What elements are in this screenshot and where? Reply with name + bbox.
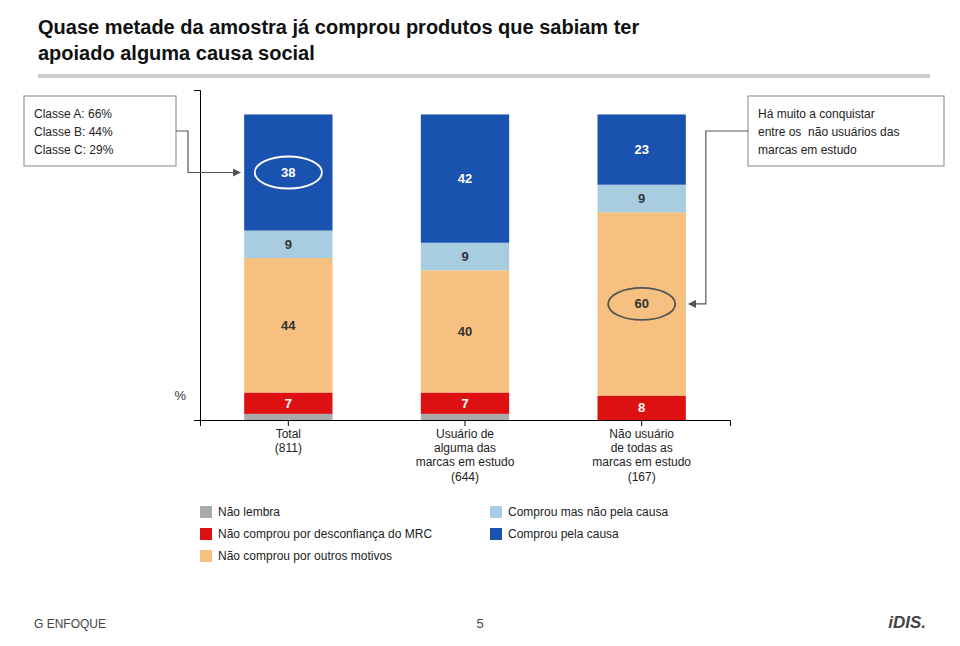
x-tick-label-line: (644): [451, 470, 479, 484]
legend-label: Não lembra: [218, 505, 280, 519]
legend-swatch: [200, 506, 212, 518]
data-label: 38: [281, 165, 295, 180]
callout-box: Há muito a conquistar entre os não usuári…: [758, 107, 899, 157]
bar-segment: [421, 414, 509, 420]
x-tick-mark: [465, 420, 466, 426]
legend-label: Comprou pela causa: [508, 527, 619, 541]
x-tick-mark: [641, 420, 642, 426]
x-tick-label: Não usuáriode todas asmarcas em estudo(1…: [592, 427, 691, 484]
x-tick-label-line: de todas as: [611, 441, 673, 455]
data-label: 8: [638, 400, 645, 415]
bar-segment: [598, 114, 686, 184]
x-tick-label-line: Total: [276, 427, 301, 441]
page-number: 5: [476, 616, 483, 631]
callout-box-line: Classe B: 44%: [34, 125, 113, 139]
x-axis-line: [201, 421, 731, 427]
x-tick: Total(811): [275, 420, 302, 455]
footer-logo: G ENFOQUE: [34, 617, 106, 631]
legend-swatch: [490, 506, 502, 518]
data-label: 9: [461, 249, 468, 264]
legend-swatch: [200, 550, 212, 562]
legend-label: Comprou mas não pela causa: [508, 505, 668, 519]
y-axis-line: [194, 91, 201, 421]
bar-segment: [244, 231, 332, 258]
x-tick: Usuário dealguma dasmarcas em estudo(644…: [416, 420, 515, 484]
data-label: 7: [461, 396, 468, 411]
separator: [38, 74, 930, 78]
y-axis: [194, 91, 201, 421]
x-tick-label-line: (167): [628, 470, 656, 484]
data-label: 40: [458, 324, 472, 339]
bar-segment: [598, 185, 686, 213]
callout-box-line: entre os não usuários das: [758, 125, 899, 139]
bar-segment: [598, 212, 686, 395]
x-tick-mark: [288, 420, 289, 426]
bar-segment: [244, 258, 332, 392]
data-label: 23: [634, 142, 648, 157]
x-tick-label-line: Não usuário: [609, 427, 674, 441]
bar-segment: [421, 114, 509, 242]
plot-area: [244, 114, 686, 420]
annotations: Classe A: 66% Classe B: 44% Classe C: 29% H…: [24, 96, 944, 320]
data-label: 60: [634, 296, 648, 311]
legend-label: Não comprou por outros motivos: [218, 549, 392, 563]
callout-box: Classe A: 66% Classe B: 44% Classe C: 29%: [34, 107, 114, 157]
x-tick-label-line: marcas em estudo: [592, 455, 691, 469]
title: Quase metade da amostra já comprou produ…: [38, 16, 639, 64]
highlight-ring: [255, 157, 322, 189]
bar-segment: [244, 114, 332, 230]
data-label: 9: [638, 191, 645, 206]
data-label: 7: [285, 396, 292, 411]
legend-swatch: [490, 528, 502, 540]
callout-box-frame: [748, 96, 944, 166]
callout-box-frame: [24, 96, 176, 166]
callout-box-line: marcas em estudo: [758, 143, 857, 157]
y-axis-label: %: [174, 388, 186, 403]
bar-segment: [421, 270, 509, 392]
callout-arrow: [176, 131, 240, 173]
legend-swatch: [200, 528, 212, 540]
x-tick-label-line: alguma das: [434, 441, 496, 455]
x-tick-label-line: Usuário de: [436, 427, 494, 441]
x-tick-label: Usuário dealguma dasmarcas em estudo(644…: [416, 427, 515, 484]
bar-segment: [244, 393, 332, 414]
title-line: Quase metade da amostra já comprou produ…: [38, 16, 639, 38]
data-label: 42: [458, 171, 472, 186]
title-line: apoiado alguma causa social: [38, 42, 315, 64]
x-tick-label: Total(811): [275, 427, 302, 455]
highlight-ring: [608, 288, 675, 320]
callout-box-line: Classe C: 29%: [34, 143, 114, 157]
chart: Quase metade da amostra já comprou produ…: [0, 0, 960, 646]
callout-arrow: [689, 131, 748, 304]
footer-logo: iDIS.: [888, 613, 926, 632]
data-label: 44: [281, 318, 296, 333]
x-tick-label-line: marcas em estudo: [416, 455, 515, 469]
legend-label: Não comprou por desconfiança do MRC: [218, 527, 432, 541]
data-labels: 7 7 8 44 40 60 9 9 9 38 42 23: [281, 142, 649, 415]
bar-segment: [421, 243, 509, 271]
callout-box-line: Classe A: 66%: [34, 107, 112, 121]
bar-segment: [598, 396, 686, 420]
callout-box-line: Há muito a conquistar: [758, 107, 875, 121]
x-axis: Total(811)Usuário dealguma dasmarcas em …: [201, 420, 731, 484]
data-label: 9: [285, 237, 292, 252]
x-tick: Não usuáriode todas asmarcas em estudo(1…: [592, 420, 691, 484]
legend: Não lembra Não comprou por desconfiança d…: [200, 505, 668, 563]
bar-segment: [421, 393, 509, 414]
bar-segment: [244, 414, 332, 420]
x-tick-label-line: (811): [275, 441, 302, 455]
